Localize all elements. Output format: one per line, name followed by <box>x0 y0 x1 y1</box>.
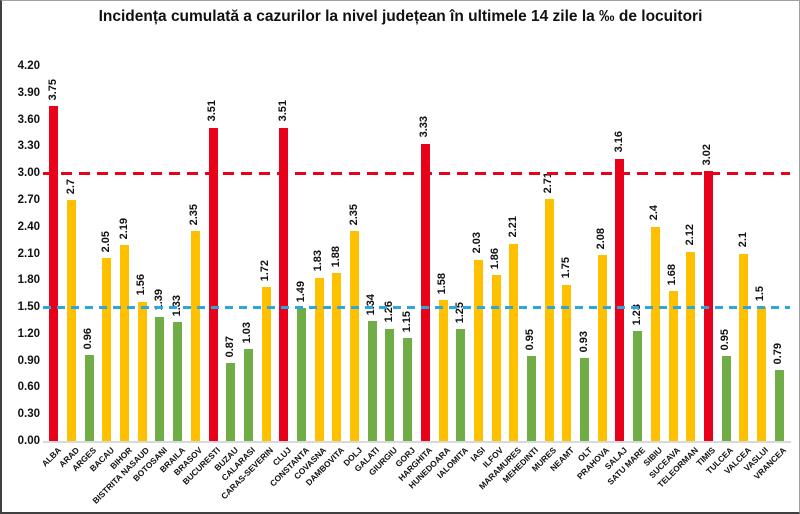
y-axis-tick-label: 0.90 <box>17 354 40 367</box>
bar-value-label: 0.96 <box>82 327 95 350</box>
y-axis-tick-label: 0.00 <box>17 435 40 447</box>
bar-value-label: 1.58 <box>436 272 449 294</box>
bar-value-label: 1.56 <box>135 274 148 296</box>
bar <box>580 357 590 441</box>
bar-value-label: 3.51 <box>206 100 219 122</box>
bar-value-label: 1.86 <box>489 247 502 269</box>
y-axis-tick-label: 1.80 <box>17 274 40 287</box>
bar <box>155 316 165 441</box>
bar <box>243 349 253 441</box>
bar <box>297 307 306 441</box>
bar-value-label: 1.72 <box>259 260 272 282</box>
bar <box>49 106 59 441</box>
bar-value-label: 2.71 <box>542 171 555 194</box>
bar-value-label: 2.19 <box>117 218 130 240</box>
y-axis-tick-label: 2.70 <box>17 193 40 206</box>
bar <box>473 259 483 441</box>
bar <box>686 251 696 441</box>
bar-value-label: 2.4 <box>648 205 661 221</box>
bar <box>756 307 766 441</box>
bar <box>226 363 236 441</box>
bar <box>721 356 731 441</box>
bar-value-label: 2.35 <box>347 203 360 226</box>
bar-value-label: 2.7 <box>64 178 77 194</box>
y-axis-tick-label: 3.90 <box>17 86 40 99</box>
bar <box>597 255 607 441</box>
bar <box>367 321 377 441</box>
bar-value-label: 1.68 <box>666 263 678 285</box>
bar-value-label: 0.95 <box>719 328 732 351</box>
bar-value-label: 3.75 <box>46 78 59 101</box>
bar <box>526 356 536 441</box>
bar <box>67 199 77 441</box>
bar-value-label: 1.75 <box>559 257 572 279</box>
bar <box>84 355 94 441</box>
y-axis-tick-label: 1.50 <box>17 301 40 314</box>
bar-value-label: 1.49 <box>294 280 307 302</box>
bar-value-label: 2.35 <box>188 203 201 226</box>
bar-value-label: 2.08 <box>595 227 608 250</box>
bar <box>633 331 643 441</box>
bar-value-label: 2.21 <box>506 216 519 238</box>
bar <box>438 299 448 441</box>
bar <box>650 226 660 441</box>
bar <box>173 322 183 441</box>
bar <box>562 284 572 441</box>
bar-value-label: 1.83 <box>312 250 325 272</box>
y-axis-tick-label: 2.40 <box>17 220 40 233</box>
bar <box>314 277 324 441</box>
chart-title: Incidența cumulată a cazurilor la nivel … <box>98 8 703 25</box>
bar-value-label: 1.88 <box>329 245 342 268</box>
threshold-line-red <box>43 171 790 175</box>
bar <box>137 301 147 441</box>
bar <box>332 273 342 441</box>
y-axis-tick-label: 1.20 <box>17 327 40 340</box>
bar <box>420 143 430 441</box>
bar <box>739 253 749 441</box>
bar-value-label: 2.05 <box>99 230 112 252</box>
bar <box>509 243 519 441</box>
bar-value-label: 2.03 <box>471 232 484 254</box>
y-axis-tick-label: 0.60 <box>17 381 40 394</box>
y-axis-tick-label: 0.30 <box>17 408 40 421</box>
bar-value-label: 0.95 <box>524 328 537 351</box>
bar-value-label: 3.51 <box>276 100 289 122</box>
y-axis-tick-label: 3.00 <box>17 167 40 180</box>
y-axis-tick-label: 3.30 <box>17 140 40 153</box>
bar <box>456 329 466 441</box>
bar-value-label: 1.03 <box>241 321 254 344</box>
bar <box>261 287 271 441</box>
bar-value-label: 3.02 <box>701 143 714 166</box>
bar <box>350 231 360 441</box>
bar <box>403 338 413 441</box>
bar <box>615 158 625 441</box>
bar <box>668 291 678 441</box>
bar-value-label: 1.26 <box>382 301 395 323</box>
y-axis-tick-label: 3.60 <box>17 113 40 126</box>
bar <box>208 127 218 441</box>
bar <box>102 257 112 441</box>
bar-value-label: 3.16 <box>612 131 625 153</box>
bar-value-label: 2.12 <box>683 224 696 246</box>
bar-value-label: 2.1 <box>736 232 749 248</box>
bar-value-label: 0.79 <box>772 343 785 365</box>
bar <box>774 370 784 441</box>
y-axis-tick-label: 4.20 <box>17 60 40 72</box>
threshold-line-blue <box>43 305 790 309</box>
bar <box>385 328 395 441</box>
bar <box>120 245 130 441</box>
bar <box>279 127 289 441</box>
bar <box>544 199 554 441</box>
bar-value-label: 1.5 <box>754 285 767 302</box>
bar <box>491 274 501 441</box>
bar <box>190 231 200 441</box>
bar-value-label: 1.15 <box>400 310 413 333</box>
y-axis-tick-label: 2.10 <box>17 247 40 260</box>
x-axis-line <box>43 441 791 443</box>
bar-value-label: 0.87 <box>223 335 236 358</box>
bar-value-label: 3.33 <box>418 116 431 138</box>
bar-value-label: 0.93 <box>577 330 590 352</box>
